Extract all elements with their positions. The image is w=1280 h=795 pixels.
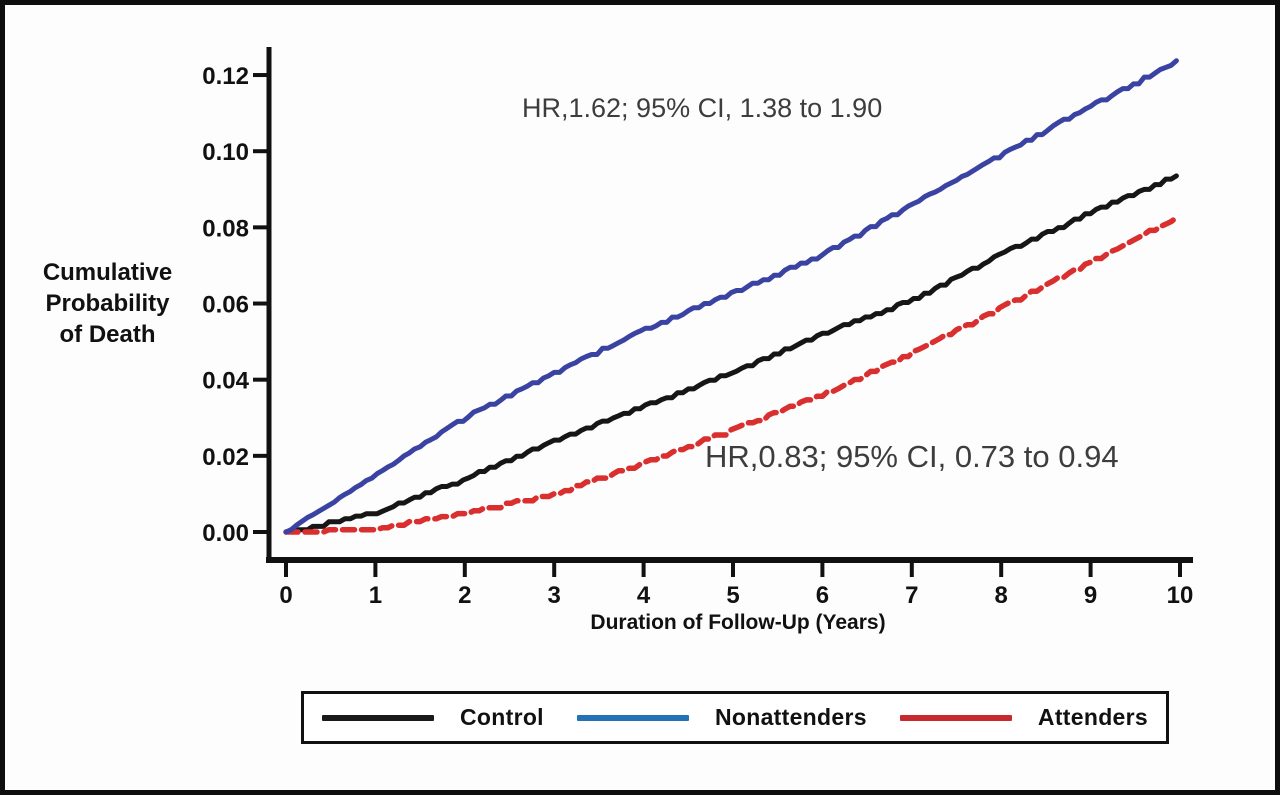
x-tick-label: 2 [458, 582, 471, 609]
series-line-nonattenders [283, 58, 1179, 535]
hazard-ratio-annotation-nonattenders: HR,1.62; 95% CI, 1.38 to 1.90 [522, 93, 883, 123]
y-tick-label: 0.04 [202, 368, 249, 395]
x-tick-label: 10 [1167, 582, 1194, 609]
control-line-swatch [322, 714, 434, 721]
y-tick-label: 0.02 [202, 444, 249, 471]
legend-item-control: Control [322, 704, 544, 731]
nonattenders-line-swatch [576, 714, 689, 721]
y-axis-label: Cumulative Probability of Death [25, 257, 190, 350]
x-tick-label: 3 [548, 582, 561, 609]
x-tick-label: 5 [726, 582, 739, 609]
x-tick-label: 7 [905, 582, 918, 609]
series-line-control [283, 173, 1179, 535]
x-tick-label: 1 [369, 582, 382, 609]
legend-box: Control Nonattenders Attenders [301, 691, 1169, 744]
attenders-line-swatch [899, 714, 1012, 721]
y-tick-label: 0.06 [202, 292, 249, 319]
y-axis-label-line: of Death [59, 321, 156, 348]
x-tick-label: 8 [995, 582, 1008, 609]
x-tick-label: 4 [637, 582, 651, 609]
series-line-attenders [283, 214, 1180, 535]
plot-svg: 0.00 0.02 0.04 0.06 0.08 0.10 0.12 0 1 2 3 4 5 6 7 8 9 10 [202, 47, 1194, 609]
hazard-ratio-annotation-attenders: HR,0.83; 95% CI, 0.73 to 0.94 [705, 439, 1119, 474]
y-axis-label-line: Probability [45, 290, 170, 317]
x-tick-label: 6 [816, 582, 829, 609]
x-axis-label: Duration of Follow-Up (Years) [590, 611, 886, 634]
legend-item-nonattenders: Nonattenders [576, 704, 867, 731]
y-tick-label: 0.12 [202, 63, 249, 90]
x-tick-label: 0 [279, 582, 292, 609]
legend-item-attenders: Attenders [899, 704, 1148, 731]
y-tick-label: 0.10 [202, 139, 249, 166]
legend-label-nonattenders: Nonattenders [714, 704, 867, 730]
y-axis-label-line: Cumulative [42, 259, 173, 286]
y-tick-label: 0.00 [202, 520, 249, 547]
y-tick-label: 0.08 [202, 215, 249, 242]
legend-label-control: Control [460, 704, 544, 730]
x-tick-label: 9 [1084, 582, 1097, 609]
legend-label-attenders: Attenders [1037, 704, 1148, 730]
